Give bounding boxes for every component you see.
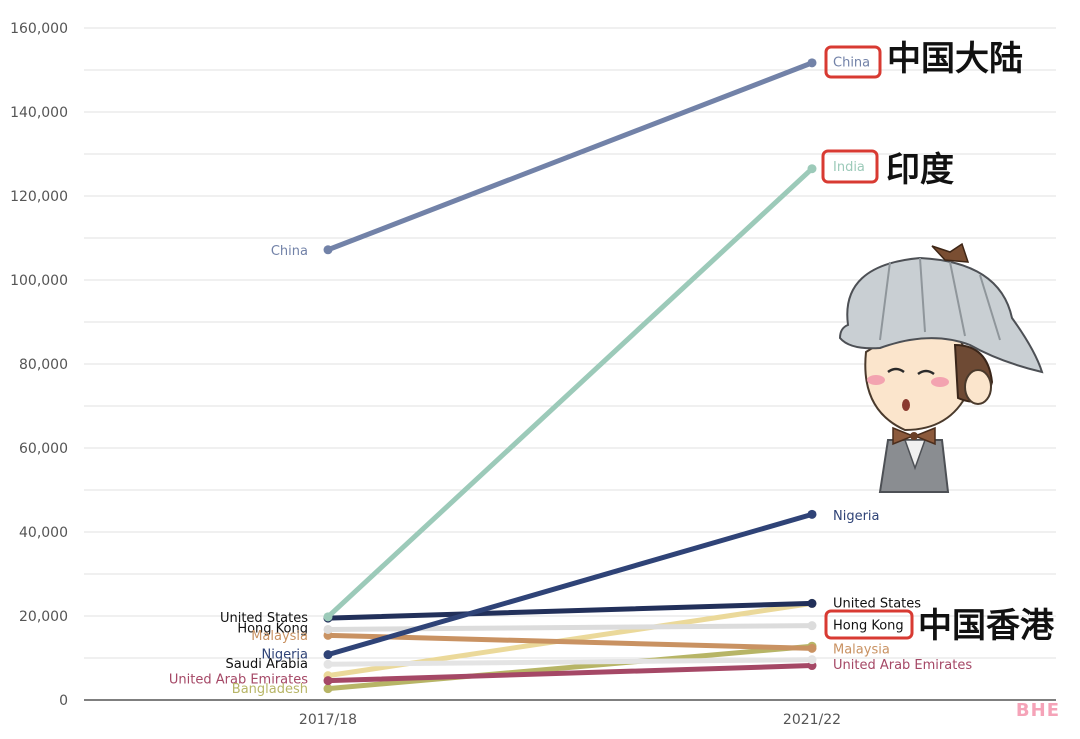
label-left-nigeria: Nigeria — [261, 647, 308, 662]
data-point-saudi-arabia — [323, 659, 333, 669]
series-line-malaysia — [325, 632, 815, 651]
data-point-hong-kong — [323, 624, 333, 634]
annotation-china-text: 中国大陆 — [887, 39, 1023, 79]
data-point-china — [807, 58, 817, 68]
data-point-india — [323, 612, 333, 622]
label-left-saudi-arabia: Saudi Arabia — [226, 657, 309, 672]
series-line-united-arab-emirates — [325, 663, 815, 684]
y-tick-label: 40,000 — [19, 525, 68, 541]
label-left-china: China — [271, 244, 308, 259]
y-tick-label: 120,000 — [10, 189, 68, 205]
series-malaysia — [323, 630, 817, 653]
y-tick-label: 0 — [59, 693, 68, 709]
series-china — [323, 58, 817, 255]
label-right-china: China — [833, 56, 870, 71]
label-left-united-states: United States — [220, 611, 308, 626]
y-tick-label: 100,000 — [10, 273, 68, 289]
y-tick-label: 160,000 — [10, 21, 68, 37]
series-united-states — [323, 598, 817, 623]
data-point-china — [323, 245, 333, 255]
y-tick-label: 20,000 — [19, 609, 68, 625]
x-tick-label: 2021/22 — [783, 712, 841, 728]
series-line-bangladesh — [325, 643, 815, 692]
label-left-united-arab-emirates: United Arab Emirates — [169, 673, 308, 688]
highlight-box-india — [821, 149, 879, 184]
series-line-china — [325, 60, 815, 253]
y-tick-label: 60,000 — [19, 441, 68, 457]
label-left-bangladesh: Bangladesh — [232, 682, 308, 697]
annotation-india-text: 印度 — [886, 150, 954, 190]
data-point-saudi-arabia — [807, 655, 817, 665]
annotation-india: 印度 — [821, 149, 954, 190]
data-point-bangladesh — [323, 684, 333, 694]
y-axis: 0 20,000 40,000 60,000 80,000 100,000 120,000 1… — [10, 21, 68, 709]
label-right-united-arab-emirates: United Arab Emirates — [833, 658, 972, 673]
label-right-nigeria: Nigeria — [833, 509, 880, 524]
series-saudi-arabia — [323, 655, 817, 669]
label-left-malaysia: Malaysia — [251, 629, 308, 644]
label-right-malaysia: Malaysia — [833, 642, 890, 657]
series-nigeria — [323, 509, 817, 660]
series-line-saudi-arabia — [325, 657, 815, 667]
data-point-nigeria — [807, 509, 817, 519]
data-point-united-arab-emirates — [323, 676, 333, 686]
data-point-united-states — [807, 598, 817, 608]
label-left-hong-kong: Hong Kong — [237, 621, 308, 636]
label-right-india: India — [833, 160, 865, 175]
label-right-united-states: United States — [833, 597, 921, 612]
y-tick-label: 140,000 — [10, 105, 68, 121]
data-point-nigeria — [323, 650, 333, 660]
series-lines — [323, 58, 817, 694]
series-line-united-states — [325, 600, 815, 621]
x-axis: 2017/18 2021/22 — [84, 699, 1056, 728]
annotation-hongkong-text: 中国香港 — [918, 606, 1055, 646]
detective-cartoon — [838, 242, 1044, 493]
highlight-box-hongkong — [824, 609, 914, 640]
data-point-malaysia — [807, 643, 817, 653]
watermark: BHE — [1015, 700, 1060, 721]
y-tick-label: 80,000 — [19, 357, 68, 373]
x-tick-label: 2017/18 — [299, 712, 357, 728]
series-line-india — [325, 166, 815, 620]
data-point-india — [807, 164, 817, 174]
annotation-china: 中国大陆 — [824, 39, 1023, 79]
highlight-box-china — [824, 45, 882, 79]
label-right-hong-kong: Hong Kong — [833, 618, 904, 633]
series-line-hong-kong — [325, 623, 815, 632]
series-line-nigeria — [325, 511, 815, 658]
series-india — [323, 164, 817, 622]
annotation-hongkong: 中国香港 — [824, 606, 1055, 646]
data-point-hong-kong — [807, 621, 817, 631]
